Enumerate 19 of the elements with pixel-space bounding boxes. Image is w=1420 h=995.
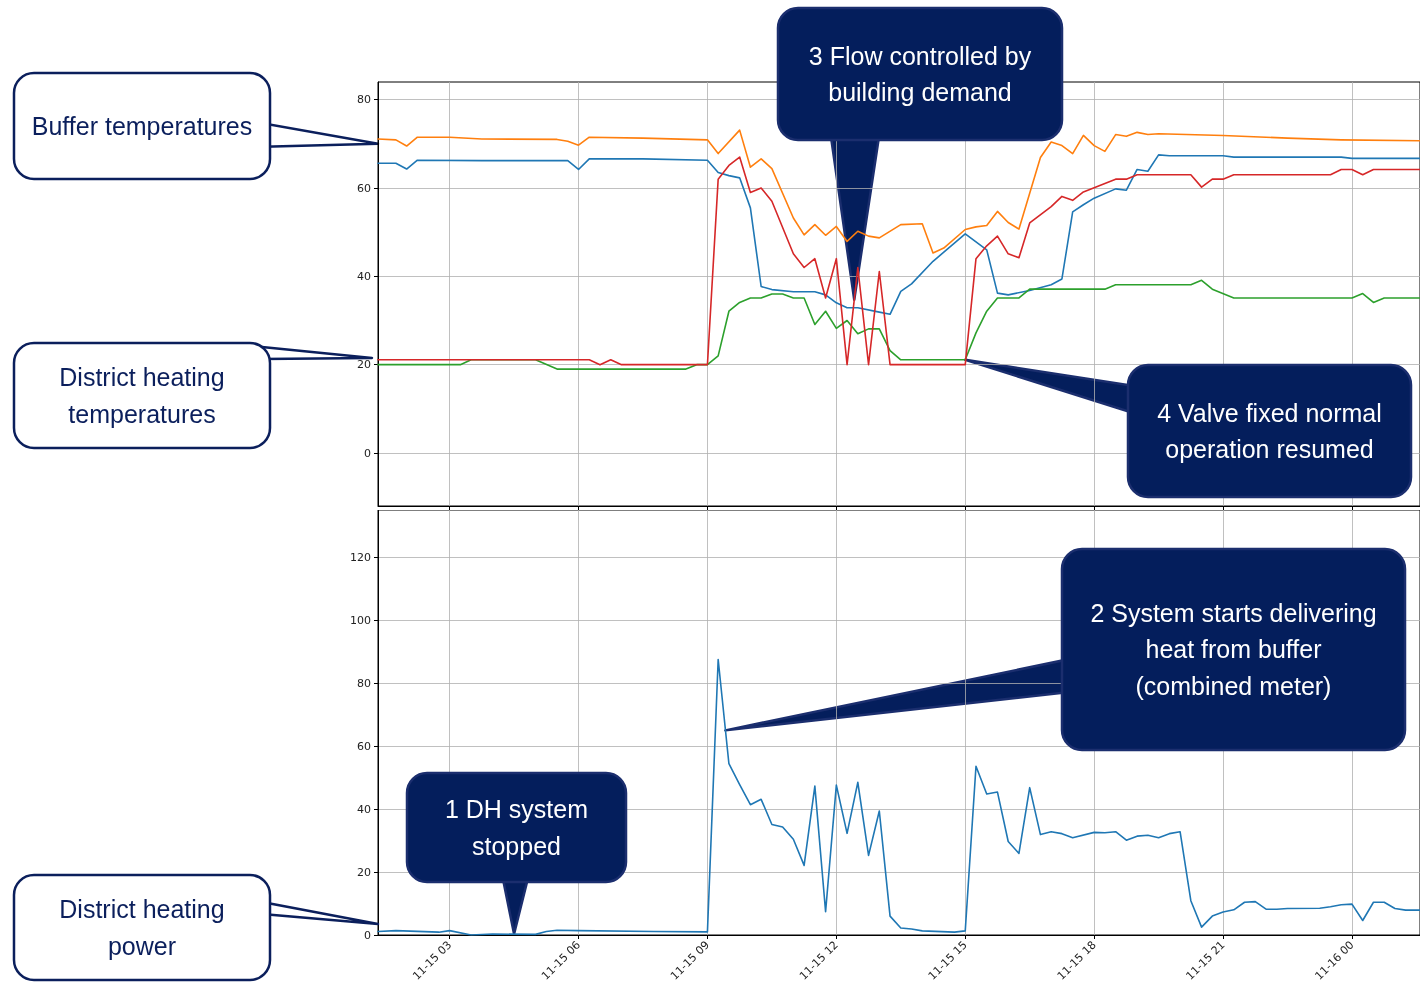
y-tick-label: 40 [357, 269, 371, 283]
y-tick-label: 40 [357, 802, 371, 816]
y-tick-label: 0 [364, 446, 371, 460]
annotation: 4 Valve fixed normal operation resumed [1156, 397, 1383, 465]
y-tick-label: 0 [364, 928, 371, 942]
y-tick-label: 20 [357, 358, 371, 372]
annotation: 2 System starts delivering heat from buffer (combined meter) [1089, 598, 1378, 702]
annotation: Buffer temperatures [30, 110, 254, 142]
y-tick-label: 120 [350, 550, 371, 564]
y-tick-label: 20 [357, 865, 371, 879]
y-tick-label: 100 [350, 613, 371, 627]
y-tick-label: 60 [357, 739, 371, 753]
text: District heating power [58, 894, 226, 962]
annotation: 3 Flow controlled by building demand [807, 40, 1033, 108]
y-tick-label: 60 [357, 181, 371, 195]
text: District heating temperatures [58, 362, 226, 430]
annotation: 1 DH system stopped [443, 794, 590, 862]
y-tick-label: 80 [357, 676, 371, 690]
y-tick-label: 80 [357, 93, 371, 107]
